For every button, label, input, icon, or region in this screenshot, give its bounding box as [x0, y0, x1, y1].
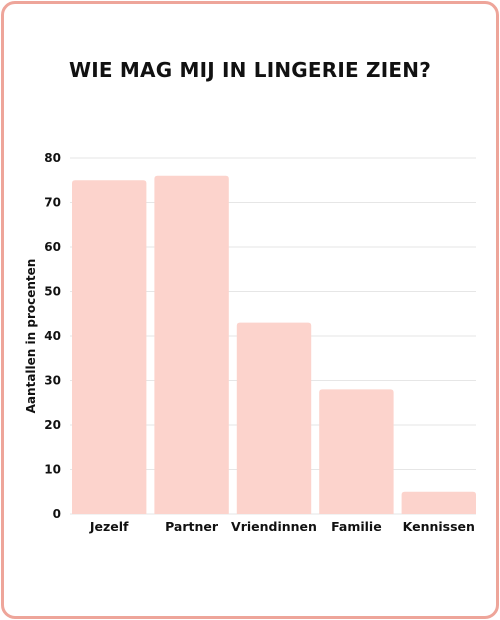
- x-axis-labels: Jezelf Partner Vriendinnen Familie Kennissen: [89, 519, 475, 534]
- y-tick-label: 70: [44, 196, 61, 210]
- y-tick-label: 60: [44, 240, 61, 254]
- x-tick-label: Jezelf: [89, 519, 129, 534]
- y-tick-label: 50: [44, 285, 61, 299]
- x-tick-label: Vriendinnen: [231, 519, 317, 534]
- y-tick-label: 10: [44, 463, 61, 477]
- bar-vriendinnen: [236, 322, 312, 514]
- x-tick-label: Kennissen: [403, 519, 475, 534]
- bar-kennissen: [401, 491, 476, 514]
- bars: [72, 175, 476, 515]
- x-tick-label: Familie: [331, 519, 382, 534]
- bar-jezelf: [72, 180, 147, 514]
- bar-familie: [319, 389, 394, 514]
- y-tick-label: 20: [44, 418, 61, 432]
- y-tick-label: 0: [53, 507, 61, 521]
- y-tick-label: 30: [44, 374, 61, 388]
- y-tick-label: 40: [44, 329, 61, 343]
- x-tick-label: Partner: [165, 519, 219, 534]
- y-axis-title: Aantallen in procenten: [24, 259, 38, 414]
- y-axis-ticks: 0 10 20 30 40 50 60 70 80: [44, 151, 61, 521]
- chart-title: WIE MAG MIJ IN LINGERIE ZIEN?: [69, 58, 431, 82]
- y-tick-label: 80: [44, 151, 61, 165]
- bar-partner: [154, 175, 229, 515]
